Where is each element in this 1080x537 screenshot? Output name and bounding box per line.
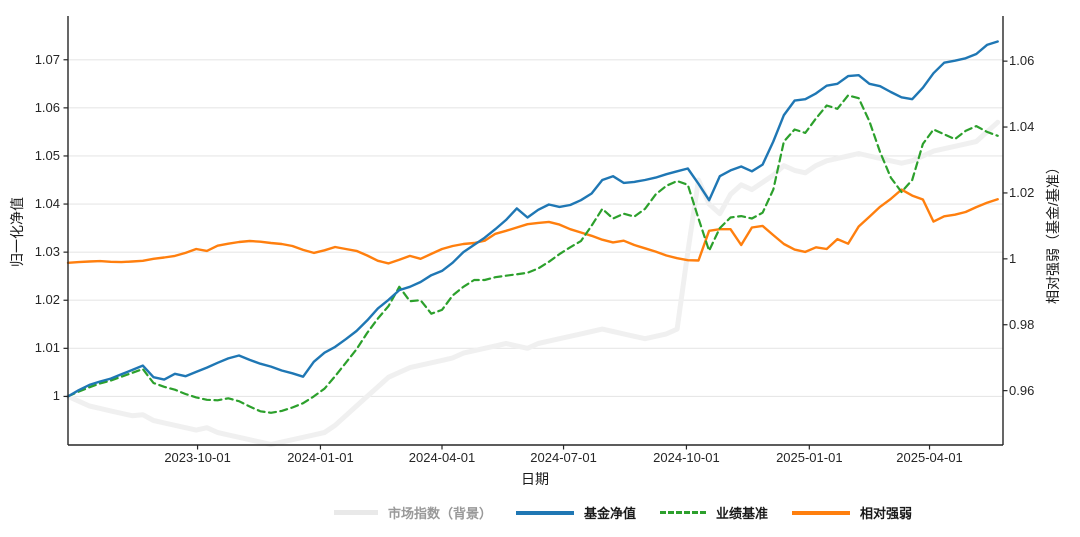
series-line-benchmark: [66, 94, 999, 414]
tick-label: 1.04: [1009, 119, 1035, 135]
legend-item-benchmark: 业绩基准: [660, 503, 768, 522]
tick-label: 1.06: [1009, 53, 1035, 69]
tick-label: 2024-04-01: [408, 450, 476, 465]
tick-label: 1: [1009, 250, 1017, 266]
tick-label: 1: [52, 388, 60, 404]
x-axis-label: 日期: [521, 471, 549, 487]
chart-legend: 市场指数（背景） 基金净值 业绩基准 相对强弱: [334, 503, 912, 522]
tick-label: 0.98: [1009, 316, 1035, 332]
tick-label: 2024-07-01: [530, 450, 597, 465]
tick-label: 2024-01-01: [287, 450, 354, 465]
tick-label: 1.02: [34, 292, 60, 308]
legend-label-benchmark: 业绩基准: [716, 506, 769, 521]
tick-label: 2024-10-01: [653, 450, 720, 465]
y-axis-label-right: 相对强弱（基金/基准）: [1045, 160, 1061, 304]
legend-swatch-market-index: [334, 510, 378, 515]
legend-item-relative-strength: 相对强弱: [792, 503, 912, 522]
series-line-rs: [66, 188, 999, 265]
tick-label: 1.02: [1009, 184, 1035, 200]
series-line-market: [65, 119, 1001, 447]
tick-label: 2023-10-01: [164, 450, 231, 465]
tick-label: 1.01: [34, 340, 60, 356]
tick-label: 0.96: [1009, 382, 1035, 398]
legend-label-fund-nav: 基金净值: [584, 506, 637, 521]
legend-swatch-fund-nav: [516, 510, 575, 515]
legend-label-market-index: 市场指数（背景）: [388, 506, 493, 521]
tick-label: 1.05: [34, 147, 60, 163]
legend-item-market-index: 市场指数（背景）: [334, 503, 492, 522]
tick-label: 1.07: [34, 51, 60, 67]
series-line-fund: [66, 40, 999, 398]
legend-swatch-benchmark: [660, 511, 707, 514]
tick-label: 1.03: [34, 244, 60, 260]
tick-label: 2025-01-01: [776, 450, 843, 465]
legend-swatch-relative-strength: [792, 510, 851, 515]
legend-item-fund-nav: 基金净值: [516, 503, 636, 522]
tick-label: 1.04: [34, 196, 60, 212]
tick-label: 1.06: [34, 99, 60, 115]
legend-label-relative-strength: 相对强弱: [860, 506, 913, 521]
tick-label: 2025-04-01: [896, 450, 963, 465]
